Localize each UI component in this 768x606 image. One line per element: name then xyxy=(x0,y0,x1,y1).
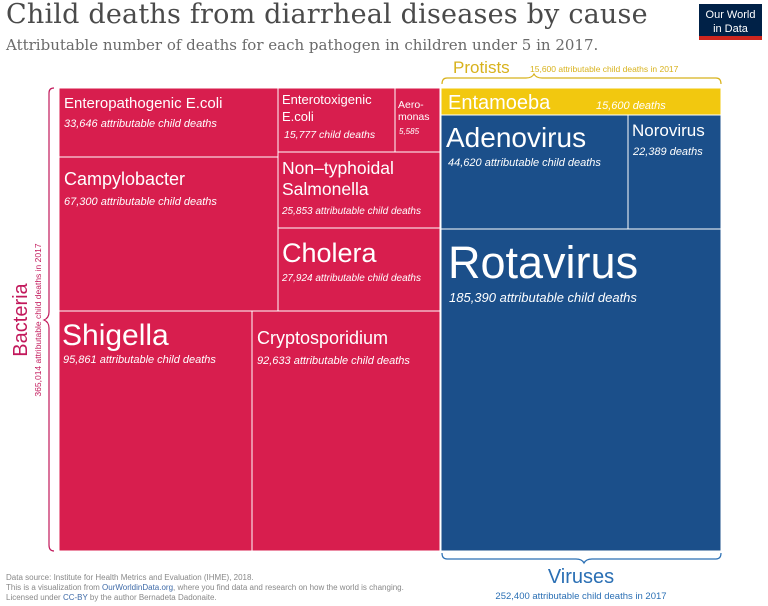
cell-label-shigella: Shigella xyxy=(62,319,169,352)
cell-entamoeba[interactable] xyxy=(440,87,722,116)
source-text-tail: , where you find data and research on ho… xyxy=(173,583,404,592)
treemap-cells: Enteropathogenic E.coli 33,646 attributab… xyxy=(58,87,722,552)
cell-adenovirus[interactable] xyxy=(440,114,629,230)
group-total-protists: 15,600 attributable child deaths in 2017 xyxy=(530,64,679,74)
cell-label-aero-monas: Aero-monas xyxy=(398,99,430,123)
bacteria-bracket xyxy=(42,87,55,552)
group-label-viruses: Viruses xyxy=(548,566,614,588)
cell-value-non-typhoidal-salmonella: 25,853 attributable child deaths xyxy=(281,206,421,217)
license-text: Licensed under xyxy=(6,593,63,602)
source-text: This is a visualization from xyxy=(6,583,103,592)
cell-label-enteropathogenic-e-coli: Enteropathogenic E.coli xyxy=(64,95,222,112)
viruses-bracket xyxy=(441,552,722,565)
cell-enteropathogenic-e-coli[interactable] xyxy=(58,87,279,158)
owid-link[interactable]: OurWorldinData.org xyxy=(102,583,174,592)
group-brackets xyxy=(42,72,722,565)
group-total-viruses: 252,400 attributable child deaths in 201… xyxy=(495,591,666,602)
chart-subtitle: Attributable number of deaths for each p… xyxy=(6,36,599,54)
license-link[interactable]: CC-BY xyxy=(62,593,88,602)
cell-label-non-typhoidal-salmonella: Non–typhoidal Salmonella xyxy=(282,158,394,199)
logo-line-1: Our World xyxy=(705,9,756,21)
group-total-bacteria: 365,014 attributable child deaths in 201… xyxy=(33,243,43,396)
cell-value-shigella: 95,861 attributable child deaths xyxy=(63,354,216,366)
cell-value-rotavirus: 185,390 attributable child deaths xyxy=(449,290,637,305)
logo-line-2: in Data xyxy=(713,23,748,35)
cell-value-adenovirus: 44,620 attributable child deaths xyxy=(448,157,601,169)
owid-logo[interactable]: Our World in Data xyxy=(699,4,762,40)
cell-value-enteropathogenic-e-coli: 33,646 attributable child deaths xyxy=(64,118,217,130)
license-text-tail: by the author Bernadeta Dadonaite. xyxy=(87,593,217,602)
cell-value-entamoeba: 15,600 deaths xyxy=(596,100,666,112)
cell-norovirus[interactable] xyxy=(627,114,722,230)
cell-shigella[interactable] xyxy=(58,310,253,552)
cell-label-enterotoxigenic-e-coli: Enterotoxigenic E.coli xyxy=(282,92,372,124)
cell-value-cholera: 27,924 attributable child deaths xyxy=(281,273,421,284)
cell-label-adenovirus: Adenovirus xyxy=(446,122,586,153)
cell-value-cryptosporidium: 92,633 attributable child deaths xyxy=(257,355,410,367)
group-labels: Bacteria 365,014 attributable child death… xyxy=(10,58,679,602)
cell-label-campylobacter: Campylobacter xyxy=(64,169,185,189)
cell-label-rotavirus: Rotavirus xyxy=(448,237,638,288)
cell-label-cryptosporidium: Cryptosporidium xyxy=(257,328,388,348)
source-line-1: Data source: Institute for Health Metric… xyxy=(6,573,254,582)
cell-cryptosporidium[interactable] xyxy=(251,310,441,552)
cell-value-campylobacter: 67,300 attributable child deaths xyxy=(64,196,217,208)
cell-label-cholera: Cholera xyxy=(282,238,378,268)
cell-value-aero-monas: 5,585 xyxy=(399,127,420,136)
cell-campylobacter[interactable] xyxy=(58,156,279,312)
cell-label-norovirus: Norovirus xyxy=(632,121,705,140)
cell-label-entamoeba: Entamoeba xyxy=(448,92,551,114)
chart-title: Child deaths from diarrheal diseases by … xyxy=(6,0,648,30)
cell-cholera[interactable] xyxy=(277,227,441,312)
cell-rotavirus[interactable] xyxy=(440,228,722,552)
cell-value-enterotoxigenic-e-coli: 15,777 child deaths xyxy=(284,129,376,141)
source-line-3: Licensed under CC-BY by the author Berna… xyxy=(6,593,404,603)
group-label-bacteria: Bacteria xyxy=(10,282,32,356)
cell-value-norovirus: 22,389 deaths xyxy=(632,146,703,158)
source-line-2: This is a visualization from OurWorldinD… xyxy=(6,583,404,593)
protists-bracket xyxy=(441,72,722,85)
group-label-protists: Protists xyxy=(453,58,510,77)
source-note: Data source: Institute for Health Metric… xyxy=(6,573,404,603)
cell-non-typhoidal-salmonella[interactable] xyxy=(277,151,441,229)
